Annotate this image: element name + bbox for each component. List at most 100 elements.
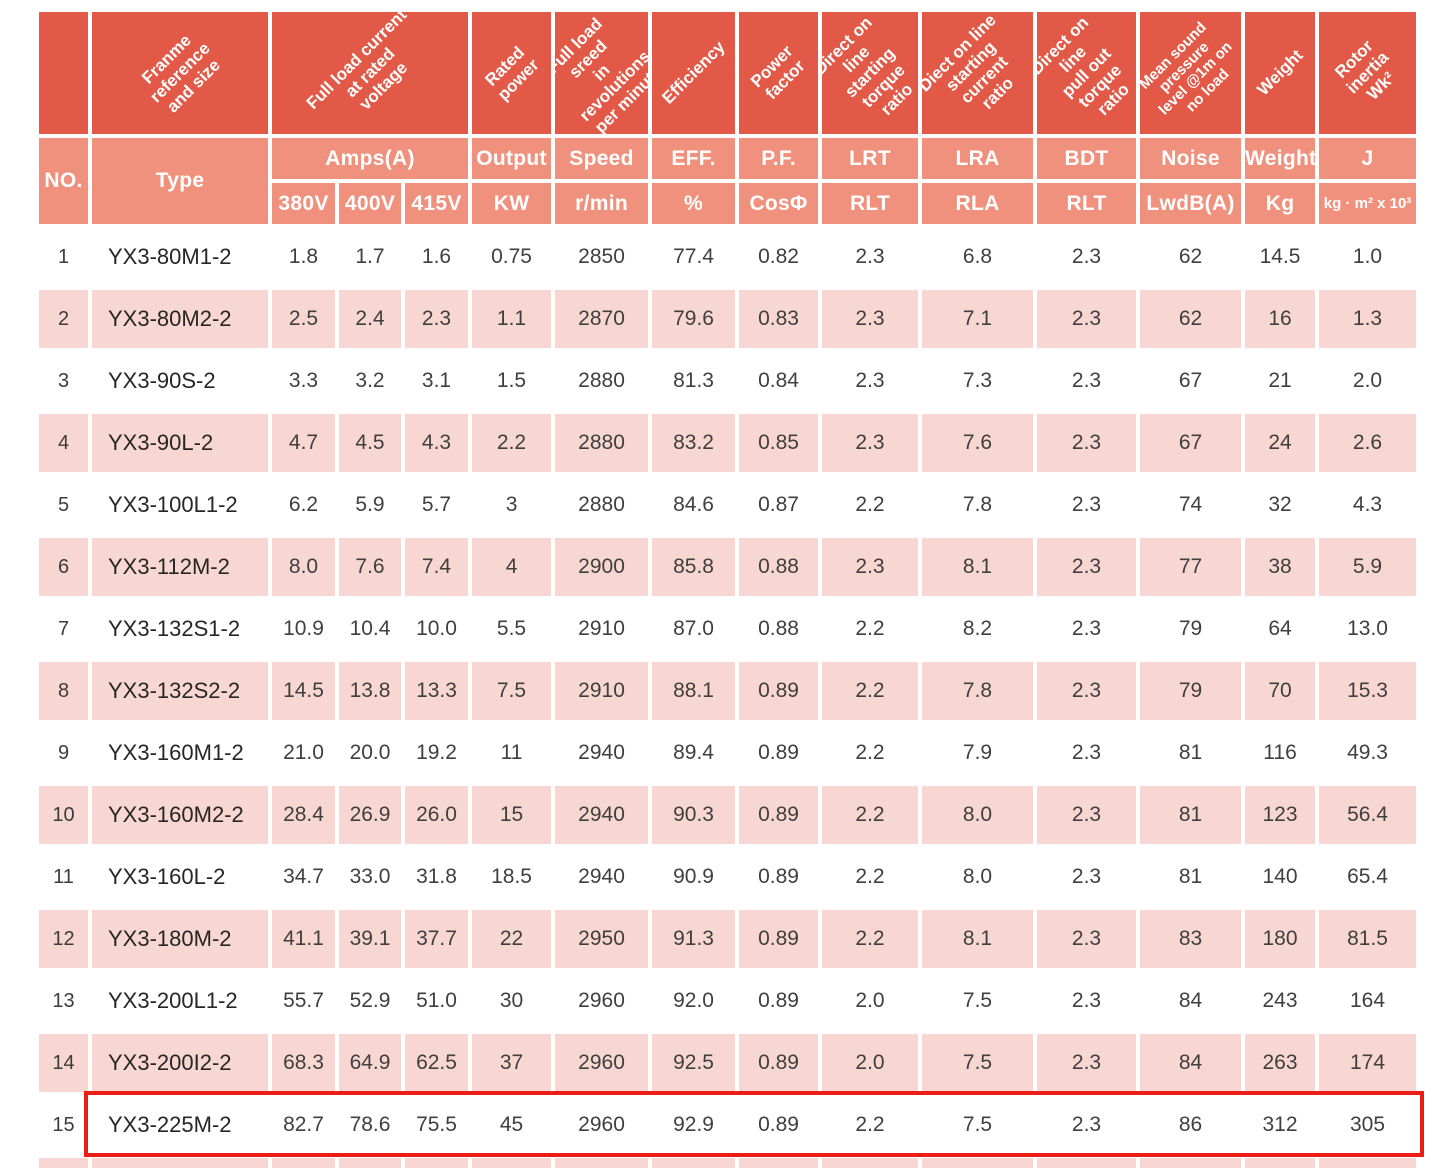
cell-amps-400v: 3.2: [337, 350, 403, 412]
cell-speed-rmin: 2960: [553, 970, 651, 1032]
header-power-factor: Power factor: [737, 10, 821, 136]
cell-amps-380v: 1.8: [270, 226, 337, 288]
cell-weight-kg: 32: [1243, 474, 1318, 536]
table-row: 13 YX3-200L1-2 55.7 52.9 51.0 30 2960 92.0 0.89 2…: [37, 970, 1419, 1032]
cell-lra-rla: 6.8: [920, 226, 1036, 288]
col-header-bdt: BDT: [1035, 136, 1139, 181]
table-row: 12 YX3-180M-2 41.1 39.1 37.7 22 2950 91.3 0.89 2.…: [37, 908, 1419, 970]
unit-j: kg · m² x 10³: [1317, 181, 1419, 226]
cell-amps-400v: 2.4: [337, 288, 403, 350]
weight-rotated-label: Weight: [1253, 46, 1307, 100]
cell-amps-380v: 21.0: [270, 722, 337, 784]
cell-noise-lwdba: 84: [1138, 1032, 1244, 1094]
unit-400v: 400V: [337, 181, 403, 226]
table-row: 5 YX3-100L1-2 6.2 5.9 5.7 3 2880 84.6 0.87 2.2 7.8…: [37, 474, 1419, 536]
cell-lra-rla: 7.8: [920, 474, 1036, 536]
cell-empty: [553, 1156, 651, 1168]
cell-eff-pct: 84.6: [650, 474, 738, 536]
cell-j: 13.0: [1317, 598, 1419, 660]
header-full-load-current: Full load current at rated voltage: [270, 10, 471, 136]
cell-pf-cos: 0.88: [737, 536, 821, 598]
cell-lrt-rlt: 2.3: [820, 288, 921, 350]
cell-amps-380v: 41.1: [270, 908, 337, 970]
cell-lrt-rlt: 2.2: [820, 474, 921, 536]
cell-lrt-rlt: 2.3: [820, 350, 921, 412]
cell-j: 2.0: [1317, 350, 1419, 412]
cell-eff-pct: 89.4: [650, 722, 738, 784]
unit-rlt: RLT: [820, 181, 921, 226]
cell-weight-kg: 38: [1243, 536, 1318, 598]
cell-pf-cos: 0.89: [737, 908, 821, 970]
cell-amps-380v: 14.5: [270, 660, 337, 722]
unit-percent: %: [650, 181, 738, 226]
cell-pf-cos: 0.89: [737, 970, 821, 1032]
cell-speed-rmin: 2900: [553, 536, 651, 598]
cell-speed-rmin: 2880: [553, 350, 651, 412]
cell-bdt-rlt: 2.3: [1035, 598, 1139, 660]
cell-lra-rla: 8.1: [920, 536, 1036, 598]
cell-amps-415v: 4.3: [403, 412, 471, 474]
cell-lra-rla: 7.3: [920, 350, 1036, 412]
table-row: 2 YX3-80M2-2 2.5 2.4 2.3 1.1 2870 79.6 0.83 2.3 7.…: [37, 288, 1419, 350]
table-row: 8 YX3-132S2-2 14.5 13.8 13.3 7.5 2910 88.1 0.89 2…: [37, 660, 1419, 722]
cell-empty: [337, 1156, 403, 1168]
cell-lrt-rlt: 2.3: [820, 536, 921, 598]
cell-amps-415v: 62.5: [403, 1032, 471, 1094]
unit-380v: 380V: [270, 181, 337, 226]
cell-amps-415v: 13.3: [403, 660, 471, 722]
cell-amps-415v: 75.5: [403, 1094, 471, 1156]
cell-no: 7: [37, 598, 90, 660]
cell-no: 11: [37, 846, 90, 908]
table-row-partial: [37, 1156, 1419, 1168]
cell-pf-cos: 0.89: [737, 660, 821, 722]
cell-output-kw: 22: [470, 908, 554, 970]
cell-pf-cos: 0.89: [737, 1094, 821, 1156]
cell-weight-kg: 123: [1243, 784, 1318, 846]
cell-amps-415v: 19.2: [403, 722, 471, 784]
full-load-speed-label: Full load sreed in revolutions per minut…: [553, 14, 651, 136]
cell-noise-lwdba: 81: [1138, 846, 1244, 908]
cell-amps-400v: 39.1: [337, 908, 403, 970]
cell-output-kw: 18.5: [470, 846, 554, 908]
table-row: 14 YX3-200I2-2 68.3 64.9 62.5 37 2960 92.5 0.89 2…: [37, 1032, 1419, 1094]
cell-speed-rmin: 2950: [553, 908, 651, 970]
full-load-current-label: Full load current at rated voltage: [302, 10, 412, 115]
cell-weight-kg: 14.5: [1243, 226, 1318, 288]
cell-pf-cos: 0.89: [737, 722, 821, 784]
cell-speed-rmin: 2910: [553, 598, 651, 660]
cell-type: YX3-160M1-2: [90, 722, 270, 784]
cell-type: YX3-200I2-2: [90, 1032, 270, 1094]
cell-type: YX3-90S-2: [90, 350, 270, 412]
cell-amps-380v: 10.9: [270, 598, 337, 660]
cell-empty: [37, 1156, 90, 1168]
header-rotor-inertia: Rotor inertia Wk²: [1317, 10, 1419, 136]
cell-lrt-rlt: 2.2: [820, 784, 921, 846]
cell-no: 3: [37, 350, 90, 412]
cell-empty: [270, 1156, 337, 1168]
cell-amps-380v: 34.7: [270, 846, 337, 908]
cell-noise-lwdba: 62: [1138, 288, 1244, 350]
col-header-type: Type: [90, 136, 270, 226]
cell-bdt-rlt: 2.3: [1035, 908, 1139, 970]
cell-amps-415v: 3.1: [403, 350, 471, 412]
cell-type: YX3-225M-2: [90, 1094, 270, 1156]
col-header-no: NO.: [37, 136, 90, 226]
cell-eff-pct: 90.3: [650, 784, 738, 846]
cell-output-kw: 45: [470, 1094, 554, 1156]
col-header-eff: EFF.: [650, 136, 738, 181]
cell-speed-rmin: 2880: [553, 474, 651, 536]
cell-empty: [737, 1156, 821, 1168]
cell-pf-cos: 0.83: [737, 288, 821, 350]
cell-eff-pct: 77.4: [650, 226, 738, 288]
cell-type: YX3-160M2-2: [90, 784, 270, 846]
cell-lrt-rlt: 2.3: [820, 412, 921, 474]
cell-weight-kg: 312: [1243, 1094, 1318, 1156]
cell-no: 1: [37, 226, 90, 288]
cell-speed-rmin: 2910: [553, 660, 651, 722]
cell-eff-pct: 92.5: [650, 1032, 738, 1094]
header-dol-starting-torque: Direct on line starting torque ratio: [820, 10, 921, 136]
unit-rla: RLA: [920, 181, 1036, 226]
cell-amps-400v: 64.9: [337, 1032, 403, 1094]
cell-j: 1.3: [1317, 288, 1419, 350]
cell-amps-400v: 33.0: [337, 846, 403, 908]
